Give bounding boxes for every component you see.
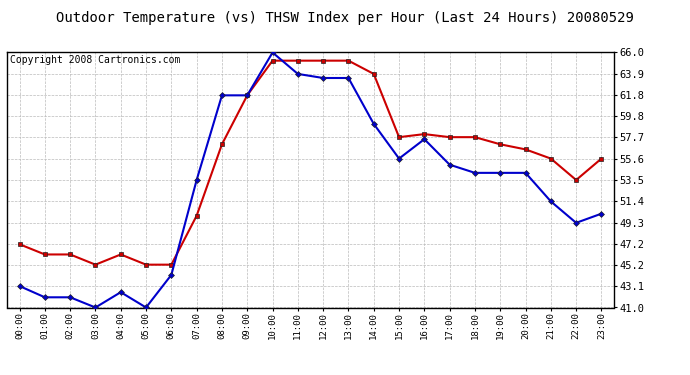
Text: Copyright 2008 Cartronics.com: Copyright 2008 Cartronics.com bbox=[10, 55, 180, 65]
Text: Outdoor Temperature (vs) THSW Index per Hour (Last 24 Hours) 20080529: Outdoor Temperature (vs) THSW Index per … bbox=[56, 11, 634, 25]
